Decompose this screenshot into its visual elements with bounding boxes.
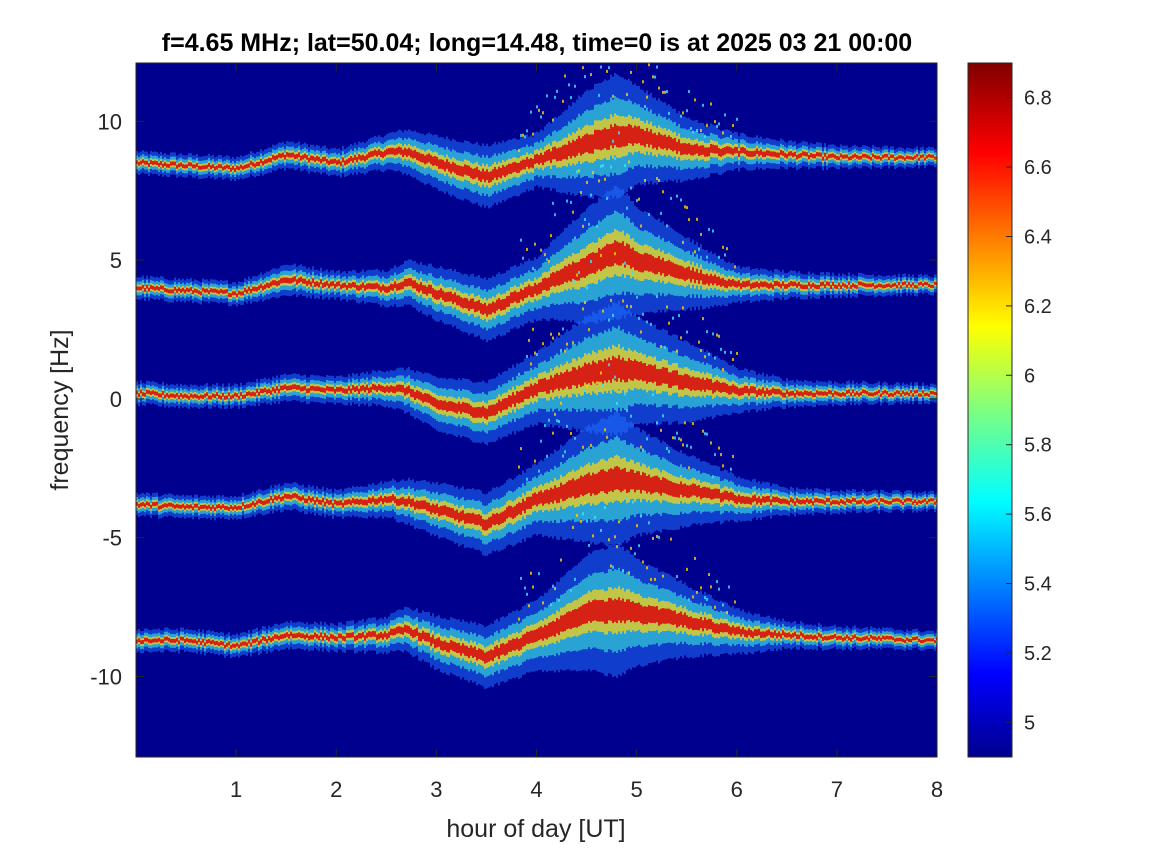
x-tick-label: 3 bbox=[430, 777, 442, 802]
colorbar-tick-label: 5 bbox=[1024, 712, 1035, 734]
chart-title: f=4.65 MHz; lat=50.04; long=14.48, time=… bbox=[162, 29, 912, 57]
x-tick-label: 4 bbox=[530, 777, 542, 802]
colorbar-tick-label: 5.8 bbox=[1024, 435, 1052, 457]
x-tick-label: 6 bbox=[731, 777, 743, 802]
y-tick-label: -5 bbox=[102, 526, 122, 551]
colorbar bbox=[967, 62, 1013, 758]
colorbar-tick-label: 6.2 bbox=[1024, 296, 1052, 318]
y-axis-label: frequency [Hz] bbox=[46, 329, 74, 490]
y-tick-label: 5 bbox=[110, 248, 122, 273]
colorbar-tick-label: 5.4 bbox=[1024, 574, 1052, 596]
colorbar-tick-label: 6.4 bbox=[1024, 227, 1052, 249]
colorbar-tick-label: 6 bbox=[1024, 365, 1035, 387]
x-tick-label: 2 bbox=[330, 777, 342, 802]
x-axis: 1 2 3 4 5 6 7 8 bbox=[230, 63, 943, 802]
band-3 bbox=[136, 252, 937, 446]
colorbar-tick-label: 6.6 bbox=[1024, 157, 1052, 179]
y-tick-label: -10 bbox=[90, 664, 122, 689]
colorbar-tick-label: 5.6 bbox=[1024, 504, 1052, 526]
colorbar-tick-label: 5.2 bbox=[1024, 643, 1052, 665]
band-1 bbox=[136, 63, 937, 209]
band-4 bbox=[136, 363, 937, 557]
x-axis-label: hour of day [UT] bbox=[446, 815, 625, 843]
y-tick-label: 10 bbox=[98, 109, 122, 134]
band-5 bbox=[136, 496, 937, 690]
x-tick-label: 8 bbox=[931, 777, 943, 802]
y-axis: 10 5 0 -5 -10 bbox=[90, 109, 937, 689]
colorbar-ticks: 6.8 6.6 6.4 6.2 6 5.8 5.6 5.4 5.2 5 bbox=[1006, 88, 1052, 734]
y-tick-label: 0 bbox=[110, 387, 122, 412]
spectral-bands bbox=[136, 63, 937, 690]
colorbar-tick-label: 6.8 bbox=[1024, 88, 1052, 110]
x-tick-label: 7 bbox=[831, 777, 843, 802]
x-tick-label: 1 bbox=[230, 777, 242, 802]
x-tick-label: 5 bbox=[631, 777, 643, 802]
band-2 bbox=[136, 131, 937, 343]
